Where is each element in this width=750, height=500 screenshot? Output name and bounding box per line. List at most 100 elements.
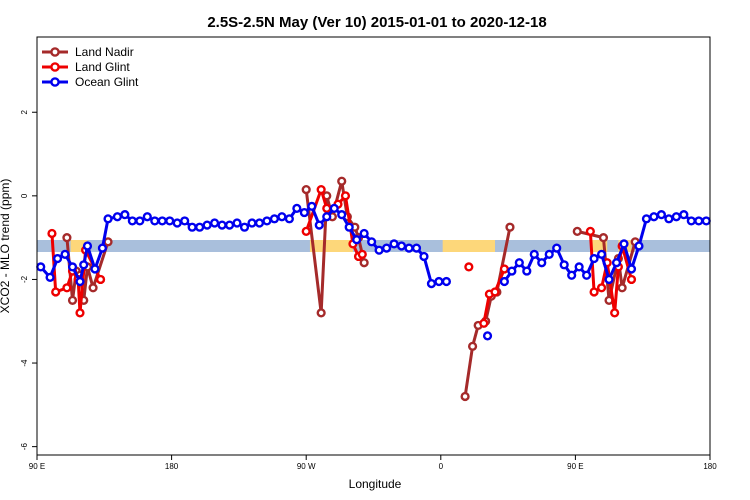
data-point-ocean-glint-0-12 <box>120 210 130 220</box>
data-point-ocean-glint-0-37 <box>307 201 317 211</box>
data-point-ocean-glint-0-26 <box>224 220 235 230</box>
data-point-land-glint-4-4 <box>610 308 620 318</box>
data-point-land-glint-0-7 <box>95 274 106 285</box>
data-point-ocean-glint-2-10 <box>574 262 584 272</box>
x-tick-label-5: 180 <box>703 462 717 471</box>
data-point-ocean-glint-2-27 <box>701 216 711 226</box>
data-point-land-glint-1-0 <box>301 226 311 236</box>
legend-label-land-nadir: Land Nadir <box>75 45 134 59</box>
data-point-ocean-glint-0-8 <box>90 264 100 274</box>
data-point-land-nadir-1-0 <box>301 184 311 195</box>
data-point-ocean-glint-0-2 <box>52 253 63 264</box>
data-point-ocean-glint-1-0 <box>482 331 493 341</box>
data-point-ocean-glint-0-52 <box>419 251 429 262</box>
data-point-ocean-glint-2-16 <box>619 239 629 249</box>
data-point-ocean-glint-2-1 <box>507 266 517 276</box>
data-point-ocean-glint-2-19 <box>641 214 652 224</box>
y-tick-label-3: 0 <box>20 193 29 198</box>
plot-area <box>36 176 711 402</box>
data-point-ocean-glint-2-20 <box>649 212 659 222</box>
series-line-land-nadir-2 <box>463 226 512 397</box>
data-point-land-nadir-0-7 <box>103 237 113 247</box>
data-point-ocean-glint-2-21 <box>656 210 666 220</box>
data-point-ocean-glint-0-53 <box>426 279 437 289</box>
data-point-ocean-glint-0-46 <box>374 245 384 255</box>
data-point-ocean-glint-0-1 <box>45 272 55 282</box>
x-tick-label-1: 180 <box>165 462 179 471</box>
x-tick-label-3: 0 <box>439 462 444 471</box>
y-tick-label-0: -6 <box>20 443 29 451</box>
data-point-ocean-glint-2-24 <box>679 210 689 220</box>
legend-label-ocean-glint: Ocean Glint <box>75 75 139 89</box>
data-point-ocean-glint-0-41 <box>337 210 347 220</box>
data-point-ocean-glint-2-6 <box>544 249 554 259</box>
data-point-land-glint-3-3 <box>499 264 509 274</box>
data-point-land-nadir-2-1 <box>467 341 478 351</box>
data-point-land-glint-1-2 <box>322 203 332 213</box>
data-point-land-nadir-3-0 <box>572 226 582 236</box>
data-point-ocean-glint-0-25 <box>217 220 227 230</box>
data-point-ocean-glint-2-12 <box>589 253 599 264</box>
x-tick-label-4: 90 E <box>567 462 583 471</box>
data-point-ocean-glint-0-54 <box>434 276 444 287</box>
data-point-ocean-glint-2-15 <box>611 258 622 268</box>
data-point-ocean-glint-0-49 <box>396 241 407 251</box>
data-point-ocean-glint-0-24 <box>209 218 220 228</box>
data-point-ocean-glint-0-6 <box>79 260 89 270</box>
data-point-land-nadir-0-0 <box>62 233 72 243</box>
data-point-ocean-glint-0-27 <box>232 218 242 228</box>
data-point-ocean-glint-0-48 <box>389 239 399 249</box>
data-point-ocean-glint-2-14 <box>604 274 614 285</box>
data-point-ocean-glint-2-3 <box>522 266 532 276</box>
data-point-land-nadir-2-0 <box>460 391 470 402</box>
data-point-land-nadir-1-4 <box>337 176 347 186</box>
data-point-ocean-glint-2-18 <box>634 241 644 251</box>
data-point-ocean-glint-0-11 <box>112 212 122 222</box>
data-point-ocean-glint-2-7 <box>552 243 562 253</box>
highlight-segment-2 <box>442 240 496 252</box>
data-point-ocean-glint-2-2 <box>514 258 524 268</box>
data-point-ocean-glint-2-22 <box>664 214 674 224</box>
series-ocean-glint <box>36 201 711 341</box>
data-point-land-nadir-0-6 <box>88 283 98 293</box>
x-tick-label-2: 90 W <box>297 462 316 471</box>
data-point-land-glint-1-4 <box>340 191 351 201</box>
data-point-ocean-glint-0-13 <box>127 216 137 226</box>
data-point-ocean-glint-2-17 <box>626 264 637 274</box>
data-point-ocean-glint-2-25 <box>686 216 696 226</box>
data-point-land-glint-3-2 <box>490 287 500 297</box>
data-point-ocean-glint-2-4 <box>529 249 539 259</box>
data-point-ocean-glint-0-17 <box>157 216 167 226</box>
data-point-ocean-glint-0-40 <box>329 203 339 213</box>
data-point-ocean-glint-2-13 <box>596 249 607 259</box>
data-point-ocean-glint-0-33 <box>277 212 287 222</box>
data-point-ocean-glint-0-28 <box>239 222 250 232</box>
data-point-ocean-glint-2-11 <box>582 270 592 280</box>
y-axis-label: XCO2 - MLO trend (ppm) <box>0 179 12 314</box>
data-point-ocean-glint-0-4 <box>67 262 78 272</box>
data-point-land-glint-3-0 <box>479 318 489 328</box>
data-point-ocean-glint-0-44 <box>359 228 369 239</box>
data-point-land-nadir-3-4 <box>617 283 627 293</box>
data-point-ocean-glint-0-14 <box>135 216 145 226</box>
x-axis-label: Longitude <box>349 477 402 491</box>
highlight-segment-1 <box>309 240 353 252</box>
data-point-land-glint-0-0 <box>47 228 57 239</box>
data-point-ocean-glint-0-39 <box>322 212 332 222</box>
data-point-ocean-glint-2-8 <box>559 260 569 270</box>
y-axis: -6 -4 -2 0 2 <box>20 109 37 450</box>
x-tick-label-0: 90 E <box>29 462 45 471</box>
data-point-ocean-glint-2-26 <box>694 216 704 226</box>
data-point-ocean-glint-2-9 <box>567 270 577 280</box>
data-point-land-nadir-1-8 <box>359 258 369 268</box>
legend-label-land-glint: Land Glint <box>75 60 130 74</box>
data-point-land-glint-0-5 <box>75 308 85 318</box>
data-point-ocean-glint-0-32 <box>269 214 280 224</box>
data-point-ocean-glint-0-55 <box>441 276 452 287</box>
data-point-land-glint-4-7 <box>626 274 637 285</box>
chart-title: 2.5S-2.5N May (Ver 10) 2015-01-01 to 202… <box>207 14 546 31</box>
data-point-ocean-glint-0-50 <box>404 243 414 253</box>
data-point-ocean-glint-0-31 <box>262 216 272 226</box>
